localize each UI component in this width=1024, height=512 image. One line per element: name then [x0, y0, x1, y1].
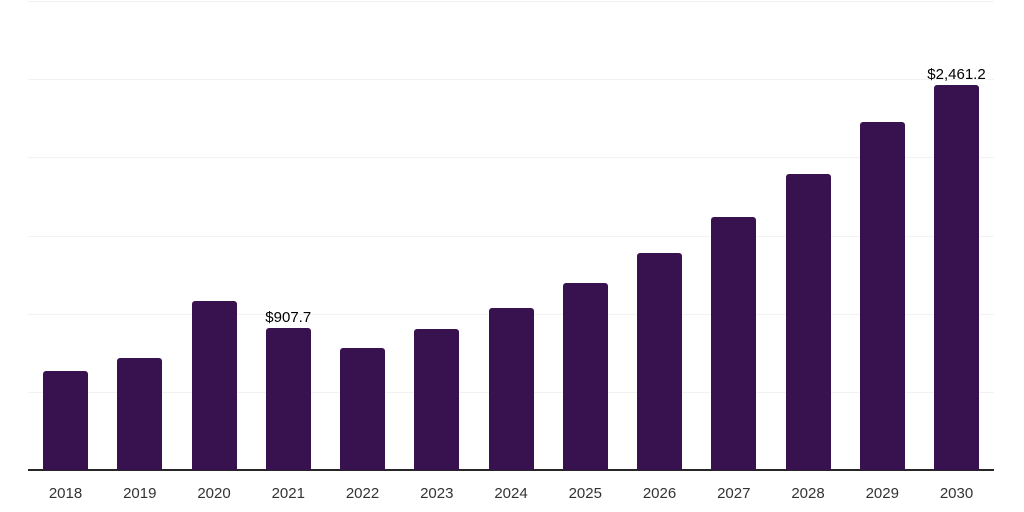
bar-2023 — [414, 329, 460, 470]
bar-2024 — [488, 308, 534, 470]
bar-cell-2023: 2023 — [414, 1, 460, 502]
x-tick-label-2022: 2022 — [345, 485, 380, 502]
x-tick-label-2025: 2025 — [568, 485, 602, 502]
x-tick-label-2029: 2029 — [865, 485, 899, 502]
bar-cell-2030: $2,461.2 2030 — [927, 1, 986, 502]
bar-cell-2028: 2028 — [785, 1, 831, 502]
bar-cell-2022: 2022 — [340, 1, 385, 502]
x-tick-label-2030: 2030 — [939, 485, 974, 502]
bar-cell-2024: 2024 — [488, 1, 534, 502]
x-tick-label-2020: 2020 — [197, 485, 231, 502]
x-tick-label-2028: 2028 — [791, 485, 825, 502]
bar-2022 — [340, 347, 385, 470]
bar-2019 — [117, 358, 163, 470]
bar-cell-2021: $907.7 2021 — [265, 1, 311, 502]
x-tick-label-2027: 2027 — [717, 485, 751, 502]
bar-2028 — [785, 174, 831, 470]
bar-cell-2018: 2018 — [43, 1, 88, 502]
bar-2021: $907.7 — [265, 309, 311, 470]
bar-2025 — [562, 283, 608, 470]
gridline-2000 — [28, 157, 994, 159]
x-tick-label-2019: 2019 — [123, 485, 157, 502]
gridline-2500 — [28, 79, 994, 81]
x-axis-line — [28, 469, 994, 471]
bar-cell-2025: 2025 — [562, 1, 608, 502]
data-label-2021: $907.7 — [265, 308, 312, 326]
plot-area: 2018 2019 2020 $907.7 2021 2022 2023 2024 2025 20… — [28, 1, 994, 502]
bar-cell-2027: 2027 — [711, 1, 757, 502]
x-tick-label-2026: 2026 — [642, 485, 677, 502]
gridline-3000 — [28, 1, 994, 2]
bar-2026 — [637, 253, 682, 470]
bar-2018 — [43, 371, 88, 470]
bar-cell-2029: 2029 — [859, 1, 905, 502]
x-tick-label-2023: 2023 — [420, 485, 454, 502]
bar-cell-2020: 2020 — [191, 1, 237, 502]
x-tick-label-2018: 2018 — [48, 485, 83, 502]
bar-cell-2019: 2019 — [117, 1, 163, 502]
bar-2029 — [859, 122, 905, 470]
bar-2030: $2,461.2 — [927, 66, 986, 470]
bar-2020 — [191, 301, 237, 470]
bars: 2018 2019 2020 $907.7 2021 2022 2023 2024 2025 20… — [28, 1, 994, 502]
x-tick-label-2024: 2024 — [494, 485, 528, 502]
bar-cell-2026: 2026 — [637, 1, 682, 502]
bar-2027 — [711, 217, 757, 470]
data-label-2030: $2,461.2 — [927, 65, 986, 83]
x-tick-label-2021: 2021 — [271, 485, 305, 502]
gridline-1500 — [28, 235, 994, 237]
